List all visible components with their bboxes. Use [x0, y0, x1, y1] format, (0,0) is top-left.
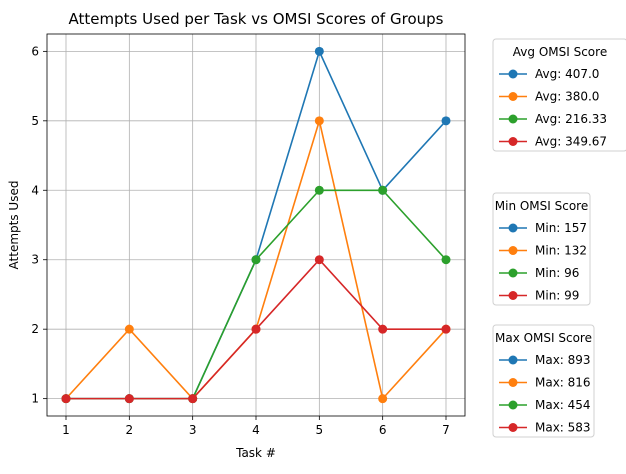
- legend-entry: Avg: 349.67: [535, 135, 607, 149]
- legend-marker: [508, 268, 518, 278]
- data-point: [251, 255, 261, 265]
- legend-1: Avg OMSI Score Avg: 407.0 Avg: 380.0 Avg: 2…: [492, 38, 626, 152]
- data-point: [61, 394, 71, 404]
- legend-entry: Min: 132: [535, 244, 587, 258]
- legend-entry: Max: 816: [535, 376, 591, 390]
- legend-box: [492, 324, 595, 438]
- x-tick-label: 6: [379, 423, 387, 437]
- x-tick-label: 7: [442, 423, 450, 437]
- legends: Avg OMSI Score Avg: 407.0 Avg: 380.0 Avg: 2…: [492, 38, 626, 438]
- grid: [47, 34, 465, 416]
- y-tick-label: 3: [31, 253, 39, 267]
- legend-title: Max OMSI Score: [495, 331, 592, 345]
- legend-entry: Max: 893: [535, 353, 591, 367]
- series-group: [61, 46, 451, 404]
- legend-marker: [508, 223, 518, 233]
- legend-entry: Max: 583: [535, 421, 591, 435]
- legend-marker: [508, 137, 518, 146]
- series-4: [61, 255, 451, 404]
- data-point: [378, 185, 388, 195]
- x-axis-label: Task #: [235, 446, 276, 460]
- x-tick-label: 4: [252, 423, 260, 437]
- plot-frame: [46, 33, 466, 417]
- legend-entry: Min: 96: [535, 266, 579, 280]
- x-tick-label: 3: [189, 423, 197, 437]
- legend-marker: [508, 400, 518, 410]
- legend-marker: [508, 92, 518, 101]
- legend-marker: [508, 378, 518, 387]
- y-tick-label: 1: [31, 392, 39, 406]
- legend-2: Min OMSI Score Min: 157 Min: 132 Min: 96 Min…: [492, 192, 591, 306]
- legend-entry: Min: 99: [535, 289, 579, 303]
- y-tick-label: 2: [31, 322, 39, 336]
- y-tick-label: 5: [31, 114, 39, 128]
- legend-box: [492, 192, 591, 306]
- data-point: [378, 394, 388, 404]
- data-point: [314, 46, 324, 56]
- data-point: [314, 116, 324, 126]
- data-point: [188, 394, 198, 404]
- legend-marker: [508, 423, 518, 432]
- data-point: [314, 255, 324, 265]
- legend-entry: Avg: 216.33: [535, 112, 607, 126]
- legend-marker: [508, 355, 518, 365]
- legend-entry: Avg: 380.0: [535, 90, 599, 104]
- chart-title: Attempts Used per Task vs OMSI Scores of…: [69, 10, 444, 28]
- x-tick-label: 5: [316, 423, 324, 437]
- data-point: [251, 324, 261, 334]
- legend-entry: Avg: 407.0: [535, 67, 599, 81]
- legend-marker: [508, 114, 518, 124]
- y-axis-label: Attempts Used: [7, 181, 21, 270]
- data-point: [441, 324, 451, 334]
- legend-box: [492, 38, 626, 152]
- data-point: [441, 116, 451, 126]
- legend-title: Avg OMSI Score: [513, 45, 607, 59]
- data-point: [378, 324, 388, 334]
- legend-marker: [508, 291, 518, 300]
- y-tick-label: 4: [31, 183, 39, 197]
- legend-3: Max OMSI Score Max: 893 Max: 816 Max: 454 Ma…: [492, 324, 595, 438]
- data-point: [314, 185, 324, 195]
- data-point: [441, 255, 451, 265]
- legend-marker: [508, 246, 518, 255]
- x-tick-label: 2: [126, 423, 134, 437]
- x-tick-label: 1: [62, 423, 70, 437]
- y-tick-label: 6: [31, 44, 39, 58]
- legend-title: Min OMSI Score: [495, 199, 589, 213]
- axes: 1 2 3 4 5 6 7 1 2 3 4 5 6: [31, 33, 466, 437]
- data-point: [124, 394, 134, 404]
- legend-marker: [508, 69, 518, 79]
- data-point: [124, 324, 134, 334]
- legend-entry: Min: 157: [535, 221, 587, 235]
- legend-entry: Max: 454: [535, 398, 591, 412]
